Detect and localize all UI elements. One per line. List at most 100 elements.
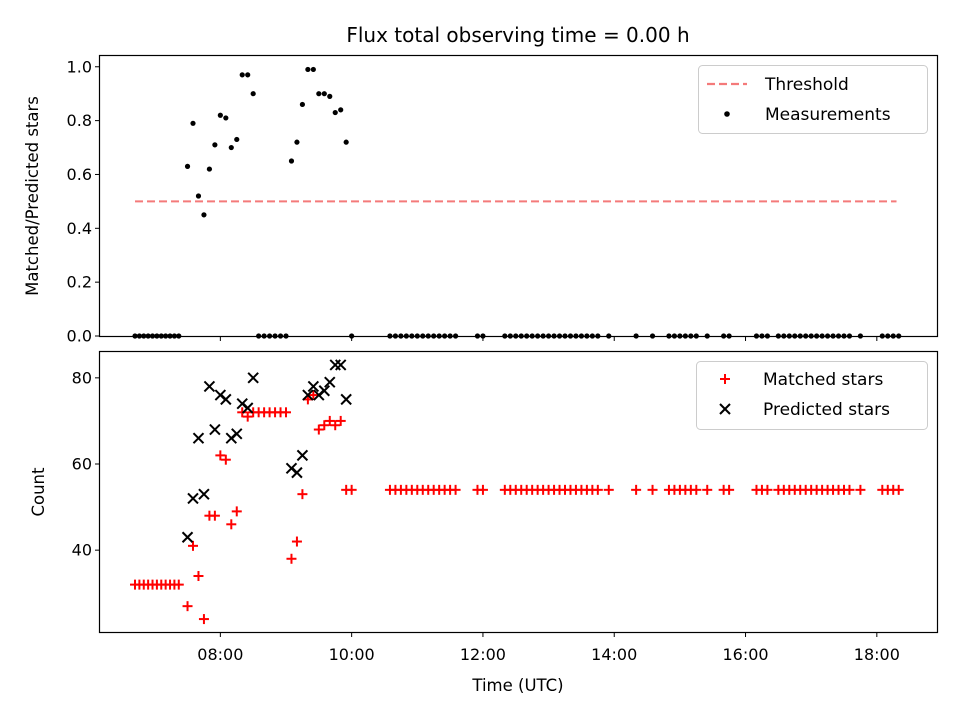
bottom-x-tick-label: 18:00 <box>854 645 900 664</box>
predicted-star-point <box>340 393 352 406</box>
bottom-y-tick-label: 80 <box>72 368 92 387</box>
legend-predicted-label: Predicted stars <box>763 400 890 420</box>
top-y-tick-label: 0.8 <box>67 111 92 130</box>
measurement-point <box>310 66 316 73</box>
matched-star-point <box>226 519 237 530</box>
predicted-star-point <box>302 389 314 401</box>
bottom-x-axis: 08:00 10:00 12:00 14:00 16:00 18:00 <box>197 632 900 664</box>
bottom-x-tick-label: 16:00 <box>722 645 768 664</box>
predicted-star-point <box>318 385 331 397</box>
top-y-tick-label: 0.0 <box>67 327 92 346</box>
top-y-tick-label: 0.6 <box>67 165 92 184</box>
matched-star-point <box>647 484 658 495</box>
matched-star-point <box>603 484 614 495</box>
bottom-x-tick-label: 14:00 <box>591 645 637 664</box>
measurement-point <box>234 136 240 143</box>
predicted-star-point <box>198 488 210 500</box>
measurement-point <box>250 91 256 97</box>
matched-star-point <box>308 390 319 401</box>
legend-matched-marker <box>720 374 730 384</box>
measurement-point <box>184 163 191 169</box>
legend-measurements-swatch <box>724 111 730 117</box>
matched-star-point <box>592 484 603 495</box>
matched-star-point <box>291 536 302 547</box>
measurement-point <box>294 139 300 145</box>
matched-star-point <box>220 454 231 465</box>
bottom-x-tick-label: 08:00 <box>197 645 243 664</box>
top-y-tick-label: 0.2 <box>67 273 92 292</box>
predicted-star-point <box>296 449 309 462</box>
predicted-star-point <box>209 423 221 436</box>
measurement-point <box>316 91 322 97</box>
bottom-y-axis: 40 60 80 <box>72 368 100 560</box>
matched-star-point <box>193 571 204 581</box>
top-y-tick-label: 0.4 <box>67 219 92 238</box>
x-axis-label: Time (UTC) <box>471 676 563 695</box>
matched-star-point <box>724 484 735 495</box>
matched-star-point <box>198 614 209 625</box>
predicted-star-point <box>220 393 232 406</box>
matched-star-point <box>231 506 242 517</box>
top-legend: Threshold Measurements <box>698 65 928 134</box>
matched-star-point <box>182 601 193 612</box>
top-x-axis <box>219 336 878 341</box>
measurement-point <box>321 91 327 97</box>
measurement-point <box>305 66 311 73</box>
legend-predicted-swatch <box>719 403 731 415</box>
matched-star-point <box>209 510 220 521</box>
measurement-point <box>206 166 213 172</box>
bottom-axes-frame <box>98 350 939 634</box>
predicted-star-point <box>334 359 347 371</box>
bottom-x-tick-label: 10:00 <box>329 645 375 664</box>
predicted-star-point <box>307 380 320 393</box>
matched-star-point <box>844 484 855 495</box>
matched-star-point <box>319 420 330 431</box>
measurement-point <box>195 193 202 199</box>
predicted-star-point <box>291 466 303 479</box>
predicted-star-point <box>203 380 216 393</box>
measurement-point <box>327 93 333 99</box>
bottom-plot-marks <box>130 359 904 625</box>
matched-star-point <box>313 424 324 435</box>
top-legend-frame <box>698 65 928 134</box>
matched-star-point <box>286 553 297 564</box>
measurement-point <box>299 101 306 108</box>
legend-measurements-label: Measurements <box>765 105 891 125</box>
predicted-star-point <box>241 402 254 414</box>
matched-star-point <box>762 484 773 495</box>
predicted-star-point <box>187 492 199 505</box>
matched-star-point <box>215 450 226 461</box>
bottom-legend-frame <box>696 361 928 430</box>
measurement-point <box>288 158 295 164</box>
measurement-point <box>217 112 223 118</box>
top-y-axis-label: Matched/Predicted stars <box>23 96 42 296</box>
matched-star-point <box>450 484 461 495</box>
matched-star-point <box>702 484 713 495</box>
matched-star-point <box>188 540 198 551</box>
predicted-star-point <box>181 531 194 543</box>
bottom-panel: 40 60 80 08:00 10:00 12:00 14:00 16:00 18:00 Co… <box>29 350 939 695</box>
matched-star-point <box>631 484 642 495</box>
legend-matched-label: Matched stars <box>763 370 883 390</box>
measurement-point <box>343 139 349 145</box>
matched-star-point <box>330 420 341 431</box>
bottom-legend: Matched stars Predicted stars <box>696 361 928 430</box>
measurement-point <box>190 120 196 126</box>
measurement-point <box>201 212 207 218</box>
top-panel: 0.0 0.2 0.4 0.6 0.8 1.0 Matched/Predicted sta… <box>23 54 939 346</box>
measurement-point <box>332 109 338 116</box>
legend-predicted-marker <box>719 403 731 415</box>
matched-star-point <box>855 484 866 495</box>
top-y-tick-label: 1.0 <box>67 57 92 76</box>
matched-star-point <box>691 484 702 495</box>
matched-star-point <box>893 484 904 495</box>
predicted-star-point <box>324 376 336 388</box>
matched-star-point <box>324 415 335 426</box>
measurement-point <box>245 72 251 78</box>
measurement-point <box>223 115 229 121</box>
measurement-point <box>228 144 234 151</box>
matched-star-point <box>346 484 357 495</box>
predicted-star-point <box>231 428 243 440</box>
legend-threshold-label: Threshold <box>764 75 849 95</box>
